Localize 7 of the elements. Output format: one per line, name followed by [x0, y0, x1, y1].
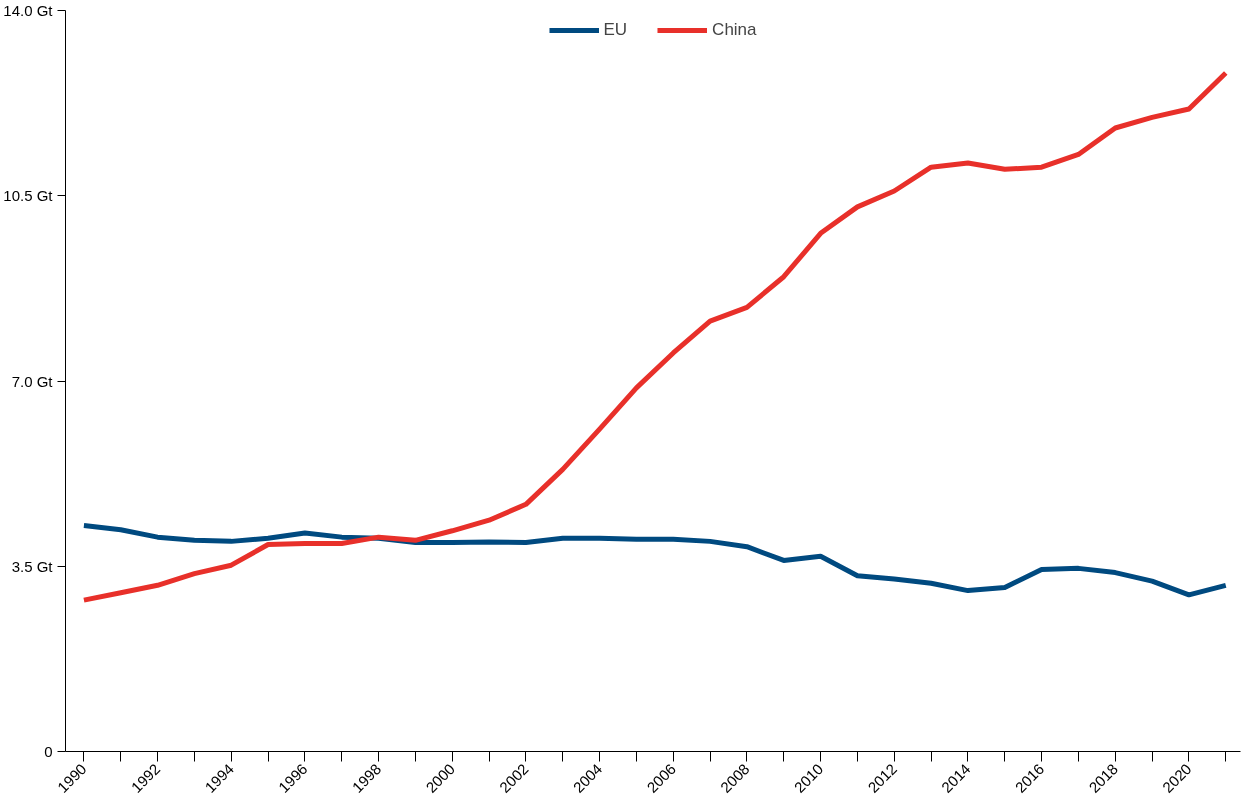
y-tick-label: 10.5 Gt — [3, 187, 54, 205]
y-tick-label: 3.5 Gt — [11, 557, 54, 575]
y-tick-label: 14.0 Gt — [3, 2, 54, 19]
y-tick-label: 0 — [44, 743, 53, 760]
y-tick-label: 7.0 Gt — [11, 372, 54, 390]
legend-label: EU — [603, 20, 628, 40]
legend-label: China — [712, 20, 757, 40]
